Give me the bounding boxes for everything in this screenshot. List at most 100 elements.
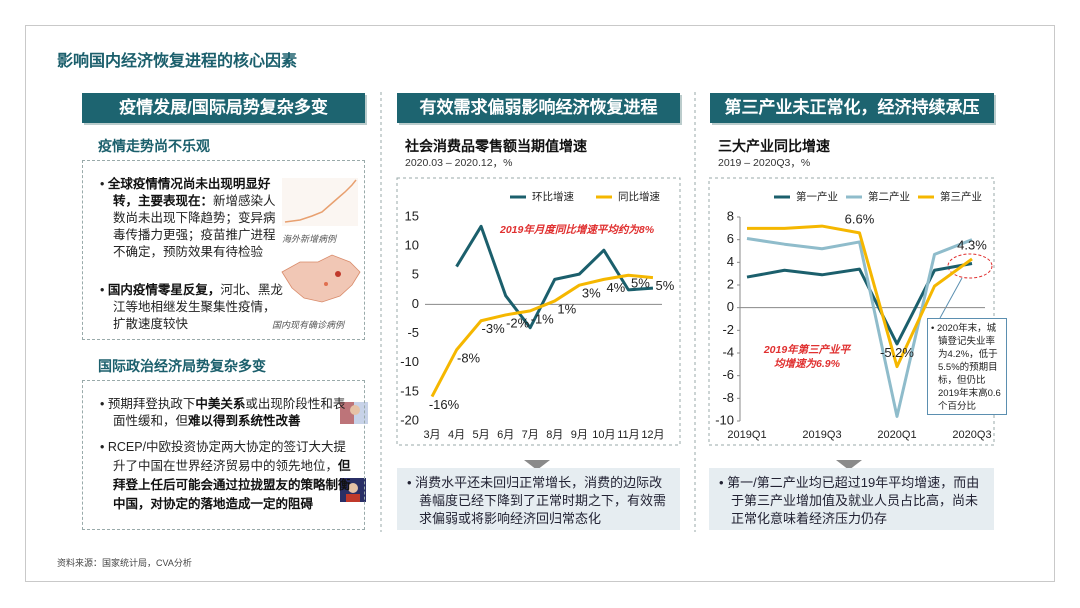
legend-label: 第三产业 (940, 190, 982, 203)
summary-box: • 消费水平还未回归正常增长，消费的边际改善幅度已经下降到了正常时期之下，有效需… (397, 468, 680, 530)
data-label: -3% (482, 321, 506, 336)
data-label: -1% (531, 311, 555, 326)
series-line (430, 273, 654, 398)
y-tick-label: -15 (400, 383, 419, 398)
x-tick-label: 10月 (592, 429, 615, 441)
data-label: 6.6% (845, 211, 875, 226)
x-tick-label: 3月 (423, 429, 440, 441)
bullet-text: 难以得到系统性改善 (188, 414, 301, 428)
callout-connector (939, 277, 963, 319)
y-tick-label: 0 (412, 296, 419, 311)
summary-text: 消费水平还未回归正常增长，消费的边际改善幅度已经下降到了正常时期之下，有效需求偏… (415, 475, 667, 526)
image-flags (340, 478, 366, 502)
bullet-mark: • (719, 475, 728, 490)
bullet-mark: • (100, 440, 108, 454)
bullet-mark: • (407, 475, 416, 490)
bullet: • RCEP/中欧投资协定两大协定的签订大大提升了中国在世界经济贸易中的领先地位… (100, 438, 351, 514)
chart-box (396, 177, 681, 446)
bullet-text: 河北、黑龙江等地相继发生聚集性疫情，扩散速度较快 (113, 283, 283, 331)
image-overseas-cases (282, 178, 358, 226)
y-tick-label: 4 (727, 254, 734, 269)
image-domestic-map (281, 254, 361, 303)
bullet: • 全球疫情情况尚未出现明显好转，主要表现在：新增感染人数尚未出现下降趋势；变异… (100, 176, 283, 261)
legend-label: 环比增速 (532, 190, 574, 203)
y-tick-label: -4 (722, 344, 734, 359)
arrow (836, 460, 862, 470)
y-tick-label: 5 (412, 267, 419, 282)
arrow (524, 460, 550, 470)
x-tick-label: 2019Q1 (727, 429, 766, 441)
bullet-text: 或出现阶段性和表面性缓和，但 (113, 397, 346, 428)
x-tick-label: 2020Q1 (877, 429, 916, 441)
series-line (747, 224, 973, 369)
callout: • 2020年末，城镇登记失业率为4.2%，低于5.5%的预期目标，但仍比201… (927, 318, 1007, 415)
bullet-text: 中美关系 (195, 397, 246, 411)
x-tick-label: 6月 (497, 429, 514, 441)
bullet: • 预期拜登执政下中美关系或出现阶段性和表面性缓和，但难以得到系统性改善 (100, 396, 351, 430)
data-label: -8% (457, 350, 481, 365)
bullet-text: 新增感染人数尚未出现下降趋势；变异病毒传播力更强；疫苗推广进程不确定，预防效果有… (113, 194, 276, 259)
bullet-text: 国内疫情零星反复， (107, 283, 221, 297)
data-label: -2% (506, 315, 530, 330)
section-heading: 疫情走势尚不乐观 (98, 138, 210, 154)
panel-header: 疫情发展/国际局势复杂多变 (82, 93, 365, 123)
data-label: 4% (606, 280, 625, 295)
data-label: -5.2% (880, 345, 914, 360)
legend-label: 第二产业 (868, 190, 910, 203)
slide-title: 影响国内经济恢复进程的核心因素 (57, 53, 298, 70)
y-tick-label: 10 (405, 238, 419, 253)
chart-subtitle: 2019 – 2020Q3，% (718, 157, 811, 169)
x-tick-label: 12月 (641, 429, 664, 441)
data-label: 1% (557, 301, 576, 316)
y-tick-label: -8 (722, 390, 734, 405)
x-tick-label: 9月 (571, 429, 588, 441)
series-line (746, 261, 973, 346)
y-tick-label: -20 (400, 412, 419, 427)
bullet-text: RCEP/中欧投资协定两大协定的签订大大提升了中国在世界经济贸易中的领先地位， (107, 440, 347, 473)
x-tick-label: 4月 (448, 429, 465, 441)
x-tick-label: 11月 (617, 429, 639, 441)
x-tick-label: 2020Q3 (952, 429, 991, 441)
bullet-text: 预期拜登执政下 (107, 397, 196, 411)
y-tick-label: 8 (727, 208, 734, 223)
bullet-text: 全球疫情情况尚未出现明显好转，主要表现在： (107, 177, 271, 208)
highlight-ellipse (947, 253, 993, 279)
bullet: • 国内疫情零星反复，河北、黑龙江等地相继发生聚集性疫情，扩散速度较快 (100, 282, 283, 333)
y-tick-label: 0 (727, 299, 734, 314)
data-label: -16% (429, 397, 460, 412)
section-box (82, 380, 365, 530)
legend-label: 第一产业 (796, 190, 838, 203)
x-tick-label: 5月 (473, 429, 490, 441)
chart-title: 三大产业同比增速 (718, 138, 830, 154)
x-tick-label: 8月 (546, 429, 563, 441)
y-tick-label: -6 (722, 367, 734, 382)
image-caption: 国内现有确诊病例 (272, 320, 345, 330)
y-tick-label: 6 (727, 231, 734, 246)
y-tick-label: -10 (400, 354, 419, 369)
bullet-mark: • (100, 397, 108, 411)
series-line (746, 237, 973, 418)
y-tick-label: -2 (722, 322, 734, 337)
panel-header: 有效需求偏弱影响经济恢复进程 (397, 93, 680, 123)
image-caption: 海外新增病例 (282, 234, 337, 244)
x-tick-label: 7月 (522, 429, 539, 441)
summary-text: 第一/第二产业均已超过19年平均增速，而由于第三产业增加值及就业人员占比高，尚未… (727, 475, 980, 526)
y-tick-label: -5 (407, 325, 419, 340)
chart-title: 社会消费品零售额当期值增速 (405, 138, 587, 154)
y-tick-label: -10 (715, 412, 734, 427)
image-biden (340, 402, 368, 424)
y-tick-label: 15 (405, 208, 419, 223)
chart-annotation: 2019年第三产业平均增速为6.9% (763, 344, 851, 370)
data-label: 4.3% (957, 237, 987, 252)
data-label: 5% (631, 276, 650, 291)
bullet-mark: • (100, 283, 108, 297)
y-tick-label: 2 (727, 276, 734, 291)
panel-header: 第三产业未正常化，经济持续承压 (710, 93, 994, 123)
bullet-text: 但拜登上任后可能会通过拉拢盟友的策略制衡中国，对协定的落地造成一定的阻碍 (113, 459, 351, 511)
slide-frame (25, 25, 1055, 582)
chart-subtitle: 2020.03 – 2020.12，% (405, 157, 513, 169)
legend-label: 同比增速 (618, 190, 660, 203)
section-box (82, 160, 365, 340)
source-note: 资料来源：国家统计局，CVA分析 (57, 558, 192, 568)
